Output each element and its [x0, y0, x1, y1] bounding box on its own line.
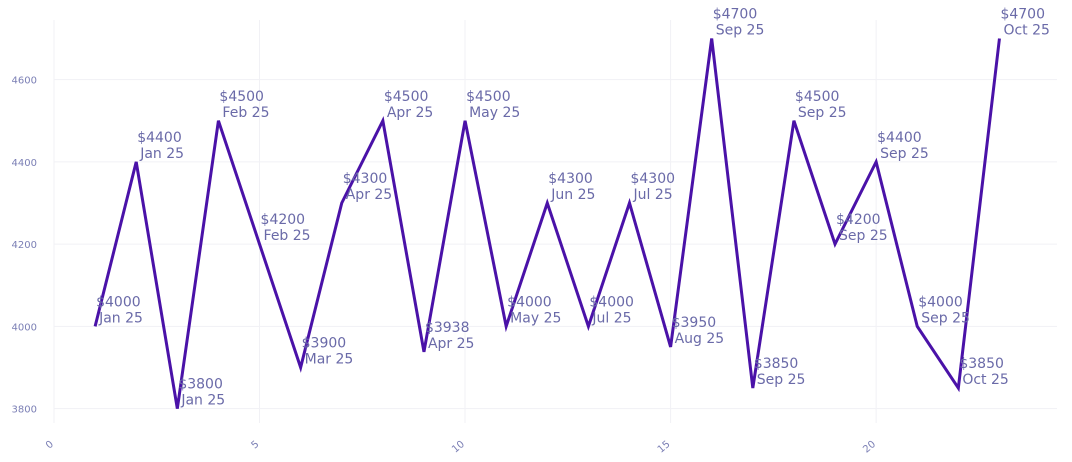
data-label-date: May 25 [510, 310, 561, 326]
price-series [93, 38, 1001, 409]
data-label-date: Sep 25 [839, 228, 888, 244]
data-label-price: $4700 [713, 7, 758, 23]
data-label-price: $3850 [754, 356, 799, 372]
data-label-price: $4400 [137, 130, 182, 146]
data-label-price: $4500 [384, 89, 429, 105]
data-label-date: Sep 25 [921, 310, 970, 326]
y-tick-label: 4400 [12, 158, 37, 169]
data-label-price: $4400 [877, 130, 922, 146]
data-label-price: $4500 [795, 89, 840, 105]
x-tick-label: 15 [656, 439, 673, 456]
y-tick-label: 4200 [12, 240, 37, 251]
data-label-date: Jan 25 [180, 393, 225, 409]
y-tick-label: 4600 [12, 76, 37, 87]
x-axis-ticks: 0 5 10 15 20 [44, 439, 878, 456]
x-tick-label: 0 [44, 439, 56, 452]
data-label-price: $3900 [302, 335, 347, 351]
data-label-price: $4000 [918, 294, 963, 310]
data-label-price: $4000 [96, 294, 141, 310]
data-label-price: $3800 [178, 377, 223, 393]
data-label-date: Apr 25 [428, 336, 474, 352]
data-label-price: $3938 [425, 320, 470, 336]
data-label-date: Mar 25 [305, 351, 354, 367]
data-label-price: $4500 [219, 89, 264, 105]
data-label-date: Jan 25 [98, 310, 143, 326]
series-line [93, 38, 1001, 409]
data-label-price: $3950 [672, 315, 717, 331]
x-tick-label: 10 [450, 439, 467, 456]
data-label-price: $4000 [507, 294, 552, 310]
data-label-date: Jun 25 [550, 187, 595, 203]
data-label-date: Sep 25 [716, 23, 765, 39]
data-label-date: Jul 25 [591, 310, 631, 326]
data-label-date: Aug 25 [675, 331, 725, 347]
data-label-price: $3850 [959, 356, 1004, 372]
data-label-date: Apr 25 [387, 105, 433, 121]
y-axis-ticks: 3800 4000 4200 4400 4600 [12, 76, 37, 416]
data-label-price: $4300 [630, 171, 675, 187]
data-label-date: Sep 25 [880, 146, 929, 162]
data-label-date: Sep 25 [757, 372, 806, 388]
data-label-price: $4200 [261, 212, 306, 228]
data-label-date: Feb 25 [222, 105, 269, 121]
data-label-date: Oct 25 [962, 372, 1008, 388]
data-label-price: $4300 [343, 171, 388, 187]
data-label-date: Apr 25 [346, 187, 392, 203]
data-label-price: $4000 [589, 294, 634, 310]
x-tick-label: 5 [250, 439, 262, 452]
data-label-price: $4700 [1000, 7, 1045, 23]
data-label-date: Oct 25 [1003, 23, 1049, 39]
data-label-date: Jul 25 [632, 187, 672, 203]
data-label-price: $4200 [836, 212, 881, 228]
y-tick-label: 4000 [12, 322, 37, 333]
gridlines [53, 20, 1057, 423]
data-label-date: Jan 25 [139, 146, 184, 162]
data-label-date: Feb 25 [264, 228, 311, 244]
data-label-date: May 25 [469, 105, 520, 121]
data-label-price: $4500 [466, 89, 511, 105]
data-label-price: $4300 [548, 171, 593, 187]
y-tick-label: 3800 [12, 405, 37, 416]
x-tick-label: 20 [861, 439, 878, 456]
data-label-date: Sep 25 [798, 105, 847, 121]
